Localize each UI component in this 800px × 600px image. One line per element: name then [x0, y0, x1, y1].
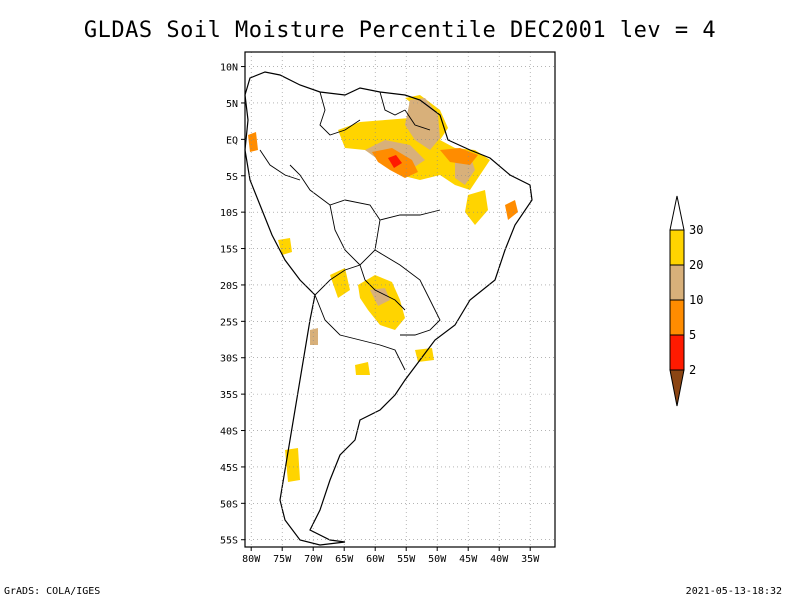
shade-tan-argentina	[310, 328, 318, 345]
shade-orange-ne	[505, 200, 518, 220]
colorbar-label-2: 2	[689, 363, 696, 377]
latitude-labels: 10N 5N EQ 5S 10S 15S 20S 25S 30S 35S 40S 45S 50S 55S	[220, 63, 245, 547]
lon-label: 60W	[366, 554, 385, 565]
shade-red-spot	[388, 155, 402, 168]
lat-label: 10S	[220, 208, 238, 219]
grads-credit: GrADS: COLA/IGES	[4, 586, 101, 597]
lat-label: 5S	[226, 172, 238, 183]
shade-yellow-bolivia	[330, 268, 350, 298]
lon-label: 80W	[242, 554, 261, 565]
shade-yellow-peru	[278, 238, 292, 255]
colorbar-label-10: 10	[689, 293, 703, 307]
lon-label: 75W	[273, 554, 292, 565]
percentile-shading	[248, 95, 518, 482]
lon-label: 55W	[397, 554, 416, 565]
map-grid	[245, 52, 555, 547]
lon-label: 35W	[521, 554, 540, 565]
map-frame	[244, 51, 556, 548]
shade-yellow-ne	[465, 190, 488, 225]
colorbar-box-10-20	[669, 264, 685, 301]
colorbar-label-20: 20	[689, 258, 703, 272]
shade-orange-ecuador	[248, 132, 258, 152]
lat-label: EQ	[226, 135, 238, 146]
map-title: GLDAS Soil Moisture Percentile DEC2001 l…	[83, 18, 717, 43]
shade-tan-guiana	[405, 98, 440, 150]
lon-label: 50W	[428, 554, 447, 565]
lat-label: 25S	[220, 317, 238, 328]
timestamp: 2021-05-13-18:32	[685, 586, 782, 597]
lat-label: 35S	[220, 390, 238, 401]
lat-label: 50S	[220, 499, 238, 510]
lon-label: 65W	[335, 554, 354, 565]
colorbar-label-30: 30	[689, 223, 703, 237]
lat-label: 55S	[220, 536, 238, 547]
colorbar-box-2-5	[669, 334, 685, 371]
lat-label: 10N	[220, 63, 238, 74]
lat-label: 30S	[220, 354, 238, 365]
colorbar-box-20-30	[669, 229, 685, 266]
colorbar-box-5-10	[669, 299, 685, 336]
lon-label: 70W	[304, 554, 323, 565]
lat-label: 45S	[220, 463, 238, 474]
colorbar-arrow-top	[669, 195, 685, 231]
shade-yellow-pampa	[355, 362, 370, 375]
lat-label: 40S	[220, 427, 238, 438]
colorbar-arrow-bottom	[669, 369, 685, 407]
colorbar-label-5: 5	[689, 328, 696, 342]
lat-label: 15S	[220, 245, 238, 256]
lon-label: 40W	[490, 554, 509, 565]
lon-label: 45W	[459, 554, 478, 565]
colorbar: 30 20 10 5 2	[669, 195, 703, 407]
lat-label: 5N	[226, 99, 238, 110]
lat-label: 20S	[220, 281, 238, 292]
longitude-labels: 80W 75W 70W 65W 60W 55W 50W 45W 40W 35W	[242, 547, 540, 565]
shade-yellow-north	[338, 95, 490, 190]
shade-yellow-patagonia	[285, 448, 300, 482]
